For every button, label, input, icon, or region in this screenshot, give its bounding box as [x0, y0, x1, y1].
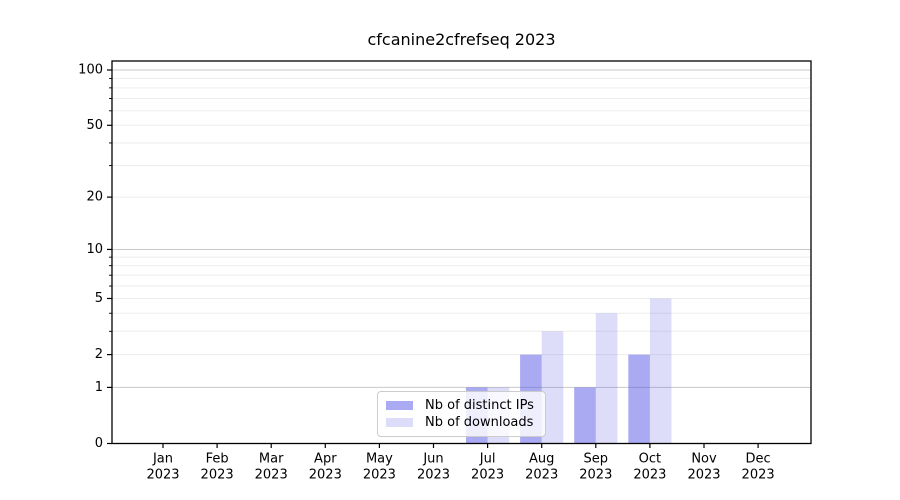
- legend-swatch-distinct-ips: [386, 401, 413, 410]
- xtick-label-year-jan: 2023: [146, 468, 179, 483]
- xtick-label-month-feb: Feb: [206, 452, 229, 467]
- xtick-label-month-apr: Apr: [314, 452, 337, 467]
- legend-item-downloads: Nb of downloads: [386, 416, 537, 429]
- xtick-label-month-dec: Dec: [746, 452, 771, 467]
- xtick-label-month-aug: Aug: [529, 452, 554, 467]
- ytick-label-2: 2: [95, 347, 103, 362]
- xtick-label-year-nov: 2023: [687, 468, 720, 483]
- xtick-label-year-dec: 2023: [742, 468, 775, 483]
- chart-title: cfcanine2cfrefseq 2023: [367, 30, 556, 49]
- plot-border: [111, 60, 812, 445]
- xtick-label-month-jul: Jul: [479, 452, 496, 467]
- bar-nb-of-distinct-ips-oct: [628, 354, 650, 444]
- ytick-label-0: 0: [95, 436, 103, 451]
- xtick-label-year-mar: 2023: [255, 468, 288, 483]
- xtick-label-year-sep: 2023: [579, 468, 612, 483]
- legend-label-downloads: Nb of downloads: [425, 415, 534, 430]
- xtick-label-month-mar: Mar: [259, 452, 284, 467]
- xtick-label-year-jul: 2023: [471, 468, 504, 483]
- ytick-label-100: 100: [78, 63, 103, 78]
- bar-nb-of-downloads-oct: [649, 298, 672, 444]
- ytick-label-50: 50: [86, 118, 103, 133]
- xtick-label-month-nov: Nov: [691, 452, 717, 467]
- xtick-label-year-may: 2023: [363, 468, 396, 483]
- xtick-label-month-sep: Sep: [584, 452, 609, 467]
- legend-item-distinct-ips: Nb of distinct IPs: [386, 399, 537, 412]
- xtick-label-month-may: May: [366, 452, 393, 467]
- bar-nb-of-downloads-sep: [595, 313, 618, 444]
- ytick-label-20: 20: [86, 190, 103, 205]
- xtick-label-month-jan: Jan: [152, 452, 173, 467]
- legend: Nb of distinct IPs Nb of downloads: [377, 391, 546, 437]
- xtick-label-year-aug: 2023: [525, 468, 558, 483]
- xtick-label-year-apr: 2023: [309, 468, 342, 483]
- ytick-label-10: 10: [86, 242, 103, 257]
- legend-swatch-downloads: [386, 418, 413, 427]
- ytick-label-1: 1: [95, 380, 103, 395]
- xtick-label-year-jun: 2023: [417, 468, 450, 483]
- bar-nb-of-distinct-ips-sep: [574, 387, 596, 444]
- xtick-label-month-oct: Oct: [639, 452, 661, 467]
- ytick-label-5: 5: [95, 291, 103, 306]
- xtick-label-month-jun: Jun: [422, 452, 443, 467]
- xtick-label-year-oct: 2023: [633, 468, 666, 483]
- bar-nb-of-downloads-aug: [541, 331, 564, 444]
- legend-label-distinct-ips: Nb of distinct IPs: [425, 398, 534, 413]
- xtick-label-year-feb: 2023: [201, 468, 234, 483]
